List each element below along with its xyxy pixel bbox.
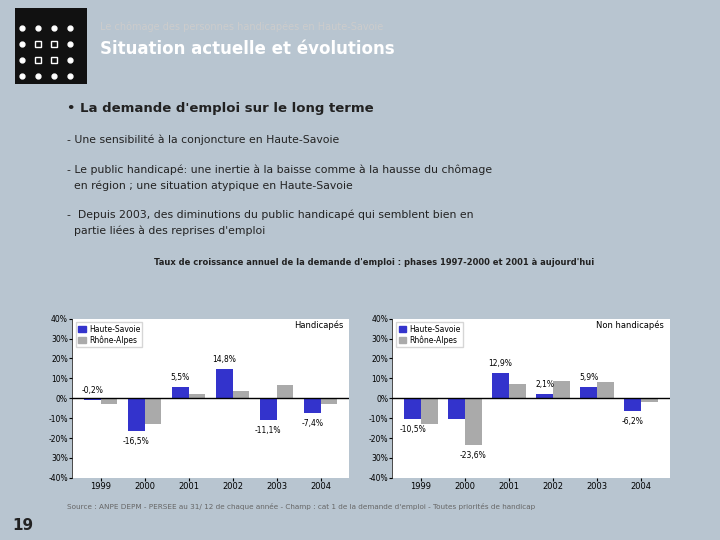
FancyBboxPatch shape [15, 8, 87, 84]
Text: 2,1%: 2,1% [535, 380, 554, 389]
Bar [449, 399, 465, 419]
Text: Non handicapés: Non handicapés [596, 320, 664, 330]
Text: Handicapés: Handicapés [294, 320, 343, 330]
Text: Situation actuelle et évolutions: Situation actuelle et évolutions [100, 40, 395, 58]
Bar [216, 369, 233, 399]
Text: - Une sensibilité à la conjoncture en Haute-Savoie: - Une sensibilité à la conjoncture en Ha… [67, 134, 339, 145]
Text: 12,9%: 12,9% [489, 359, 513, 368]
Bar [536, 394, 553, 399]
Text: -7,4%: -7,4% [301, 419, 323, 428]
Legend: Haute-Savoie, Rhône-Alpes: Haute-Savoie, Rhône-Alpes [396, 322, 463, 347]
Bar [624, 399, 641, 410]
Text: 19: 19 [12, 518, 33, 533]
Bar [233, 392, 249, 399]
Text: -6,2%: -6,2% [621, 416, 644, 426]
Text: • La demande d'emploi sur le long terme: • La demande d'emploi sur le long terme [67, 103, 373, 116]
Text: partie liées à des reprises d'emploi: partie liées à des reprises d'emploi [67, 226, 265, 237]
Text: Le chômage des personnes handicapées en Haute-Savoie: Le chômage des personnes handicapées en … [100, 22, 383, 32]
Bar [276, 386, 293, 399]
Bar [320, 399, 337, 404]
Text: -  Depuis 2003, des diminutions du public handicapé qui semblent bien en: - Depuis 2003, des diminutions du public… [67, 210, 473, 220]
Bar [405, 399, 421, 419]
Bar [641, 399, 658, 402]
Bar [304, 399, 320, 413]
Text: -23,6%: -23,6% [460, 451, 487, 460]
Bar [84, 399, 101, 400]
Bar [260, 399, 276, 420]
Bar [492, 373, 509, 399]
Text: -11,1%: -11,1% [255, 426, 282, 435]
Text: -10,5%: -10,5% [400, 425, 426, 434]
Bar [509, 384, 526, 399]
Text: en région ; une situation atypique en Haute-Savoie: en région ; une situation atypique en Ha… [67, 180, 352, 191]
Text: 14,8%: 14,8% [212, 355, 236, 364]
Bar [580, 387, 597, 399]
Legend: Haute-Savoie, Rhône-Alpes: Haute-Savoie, Rhône-Alpes [76, 322, 143, 347]
Text: -0,2%: -0,2% [81, 386, 103, 395]
Bar [553, 381, 570, 399]
Text: 5,5%: 5,5% [171, 373, 190, 382]
Bar [145, 399, 161, 424]
Text: 5,9%: 5,9% [579, 373, 598, 382]
Bar [172, 387, 189, 399]
Text: - Le public handicapé: une inertie à la baisse comme à la hausse du chômage: - Le public handicapé: une inertie à la … [67, 164, 492, 175]
Bar [421, 399, 438, 424]
Text: Source : ANPE DEPM - PERSEE au 31/ 12 de chaque année - Champ : cat 1 de la dema: Source : ANPE DEPM - PERSEE au 31/ 12 de… [67, 503, 535, 510]
Bar [465, 399, 482, 445]
Bar [189, 394, 205, 399]
Bar [128, 399, 145, 431]
Text: Taux de croissance annuel de la demande d'emploi : phases 1997-2000 et 2001 à au: Taux de croissance annuel de la demande … [154, 258, 595, 267]
Text: -16,5%: -16,5% [123, 437, 150, 446]
Bar [597, 382, 613, 399]
Bar [101, 399, 117, 404]
